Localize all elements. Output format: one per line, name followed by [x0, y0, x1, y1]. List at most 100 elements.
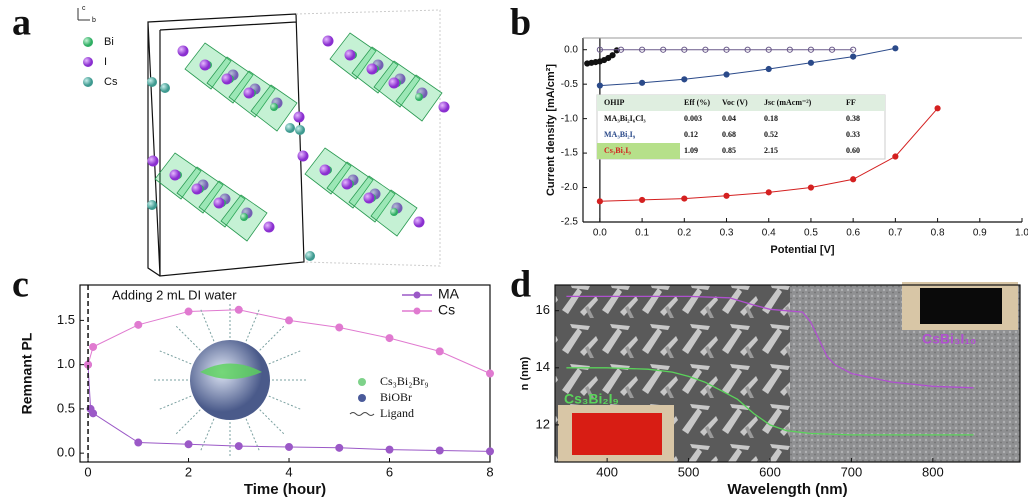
data-point [597, 83, 602, 88]
data-point [487, 448, 494, 455]
y-axis-label: Remnant PL [19, 332, 35, 414]
atom-i [170, 170, 181, 181]
atom-i [389, 78, 400, 89]
y-axis-label: Current density [mA/cm²] [545, 64, 557, 196]
y-tick-label: 12 [536, 416, 550, 431]
data-point [682, 196, 687, 201]
table-cell: 2.15 [764, 146, 778, 155]
y-tick-label: 0.0 [564, 44, 578, 55]
inset-legend-label: Cs₃Bi₂Br₉ [380, 374, 429, 388]
y-tick-label: 16 [536, 302, 550, 317]
x-tick-label: 1.0 [1015, 228, 1028, 239]
y-tick-label: 14 [536, 359, 550, 374]
data-point [766, 190, 771, 195]
x-tick-label: 0.9 [973, 228, 987, 239]
x-tick-label: 0.4 [762, 228, 776, 239]
legend-marker [414, 308, 421, 315]
x-tick-label: 600 [759, 464, 781, 479]
data-point [336, 324, 343, 331]
x-tick-label: 0.3 [720, 228, 734, 239]
data-point [235, 443, 242, 450]
data-point [386, 335, 393, 342]
table-cell: MA₃Bi₂I₉ [604, 130, 636, 139]
panel-label: d [510, 264, 531, 306]
ligand [200, 308, 214, 341]
atom-i [364, 193, 375, 204]
data-point [386, 446, 393, 453]
figure: a b c d c b Bi I Cs 0.00.10.20.30.40.50.… [0, 0, 1028, 501]
legend-marker [414, 292, 421, 299]
x-tick-label: 6 [386, 464, 393, 479]
data-point [597, 199, 602, 204]
data-point [610, 53, 615, 58]
data-point [935, 106, 940, 111]
ligand [175, 410, 200, 435]
atom-i [214, 198, 225, 209]
atom-i [148, 156, 159, 167]
data-point [135, 321, 142, 328]
y-tick-label: 1.5 [57, 312, 75, 327]
table-cell: Cs₃Bi₂I₉ [604, 146, 631, 155]
atom-bi [415, 93, 423, 101]
table-cell: 0.60 [846, 146, 860, 155]
axis-name: c [82, 5, 86, 12]
atom-bi [390, 208, 398, 216]
x-tick-label: 2 [185, 464, 192, 479]
data-point [893, 154, 898, 159]
atom-cs [160, 83, 170, 93]
nanoparticle [190, 340, 270, 420]
atom-i [345, 50, 356, 61]
panel-label: c [12, 264, 29, 306]
legend-marker [83, 37, 93, 47]
y-tick-label: -0.5 [561, 79, 579, 90]
data-point [766, 66, 771, 71]
atom-i [367, 64, 378, 75]
data-point [436, 447, 443, 454]
x-axis-label: Potential [V] [770, 244, 835, 256]
atom-i [298, 151, 309, 162]
data-point [639, 197, 644, 202]
legend-label: Cs [438, 302, 455, 318]
table-header: OHIP [604, 98, 625, 107]
ligand [269, 350, 302, 364]
atom-i [264, 222, 275, 233]
unit-cell [148, 14, 304, 276]
data-point [336, 444, 343, 451]
data-point [235, 306, 242, 313]
x-tick-label: 0 [84, 464, 91, 479]
x-tick-label: 8 [486, 464, 493, 479]
y-tick-label: 1.0 [57, 356, 75, 371]
table-cell: 0.85 [722, 146, 736, 155]
series-line [600, 48, 896, 85]
atom-i [244, 88, 255, 99]
x-tick-label: 4 [285, 464, 292, 479]
atom-i [178, 46, 189, 57]
x-tick-label: 0.1 [635, 228, 649, 239]
panel-label: b [510, 2, 531, 44]
x-tick-label: 700 [841, 464, 863, 479]
inset-marker [358, 394, 366, 402]
data-point [90, 343, 97, 350]
annotation: Adding 2 mL DI water [112, 287, 237, 302]
ligand [175, 325, 200, 350]
atom-i [414, 217, 425, 228]
ligand [260, 410, 285, 435]
legend-label: MA [438, 286, 460, 302]
legend-label: I [104, 56, 107, 68]
atom-i [342, 179, 353, 190]
table-cell: 0.04 [722, 114, 736, 123]
x-tick-label: 0.2 [677, 228, 691, 239]
x-tick-label: 0.0 [593, 228, 607, 239]
atom-i [294, 112, 305, 123]
table-header: Jsc (mAcm⁻²) [764, 98, 812, 107]
data-point [682, 77, 687, 82]
atom-cs [147, 200, 157, 210]
ligand [158, 350, 191, 364]
x-tick-label: 800 [922, 464, 944, 479]
film-photo [920, 288, 1002, 324]
data-point [487, 370, 494, 377]
y-tick-label: -2.0 [561, 182, 579, 193]
series-line [88, 365, 490, 452]
series-label: CsBi₃I₁₀ [922, 331, 976, 347]
axis-name: b [92, 17, 96, 24]
